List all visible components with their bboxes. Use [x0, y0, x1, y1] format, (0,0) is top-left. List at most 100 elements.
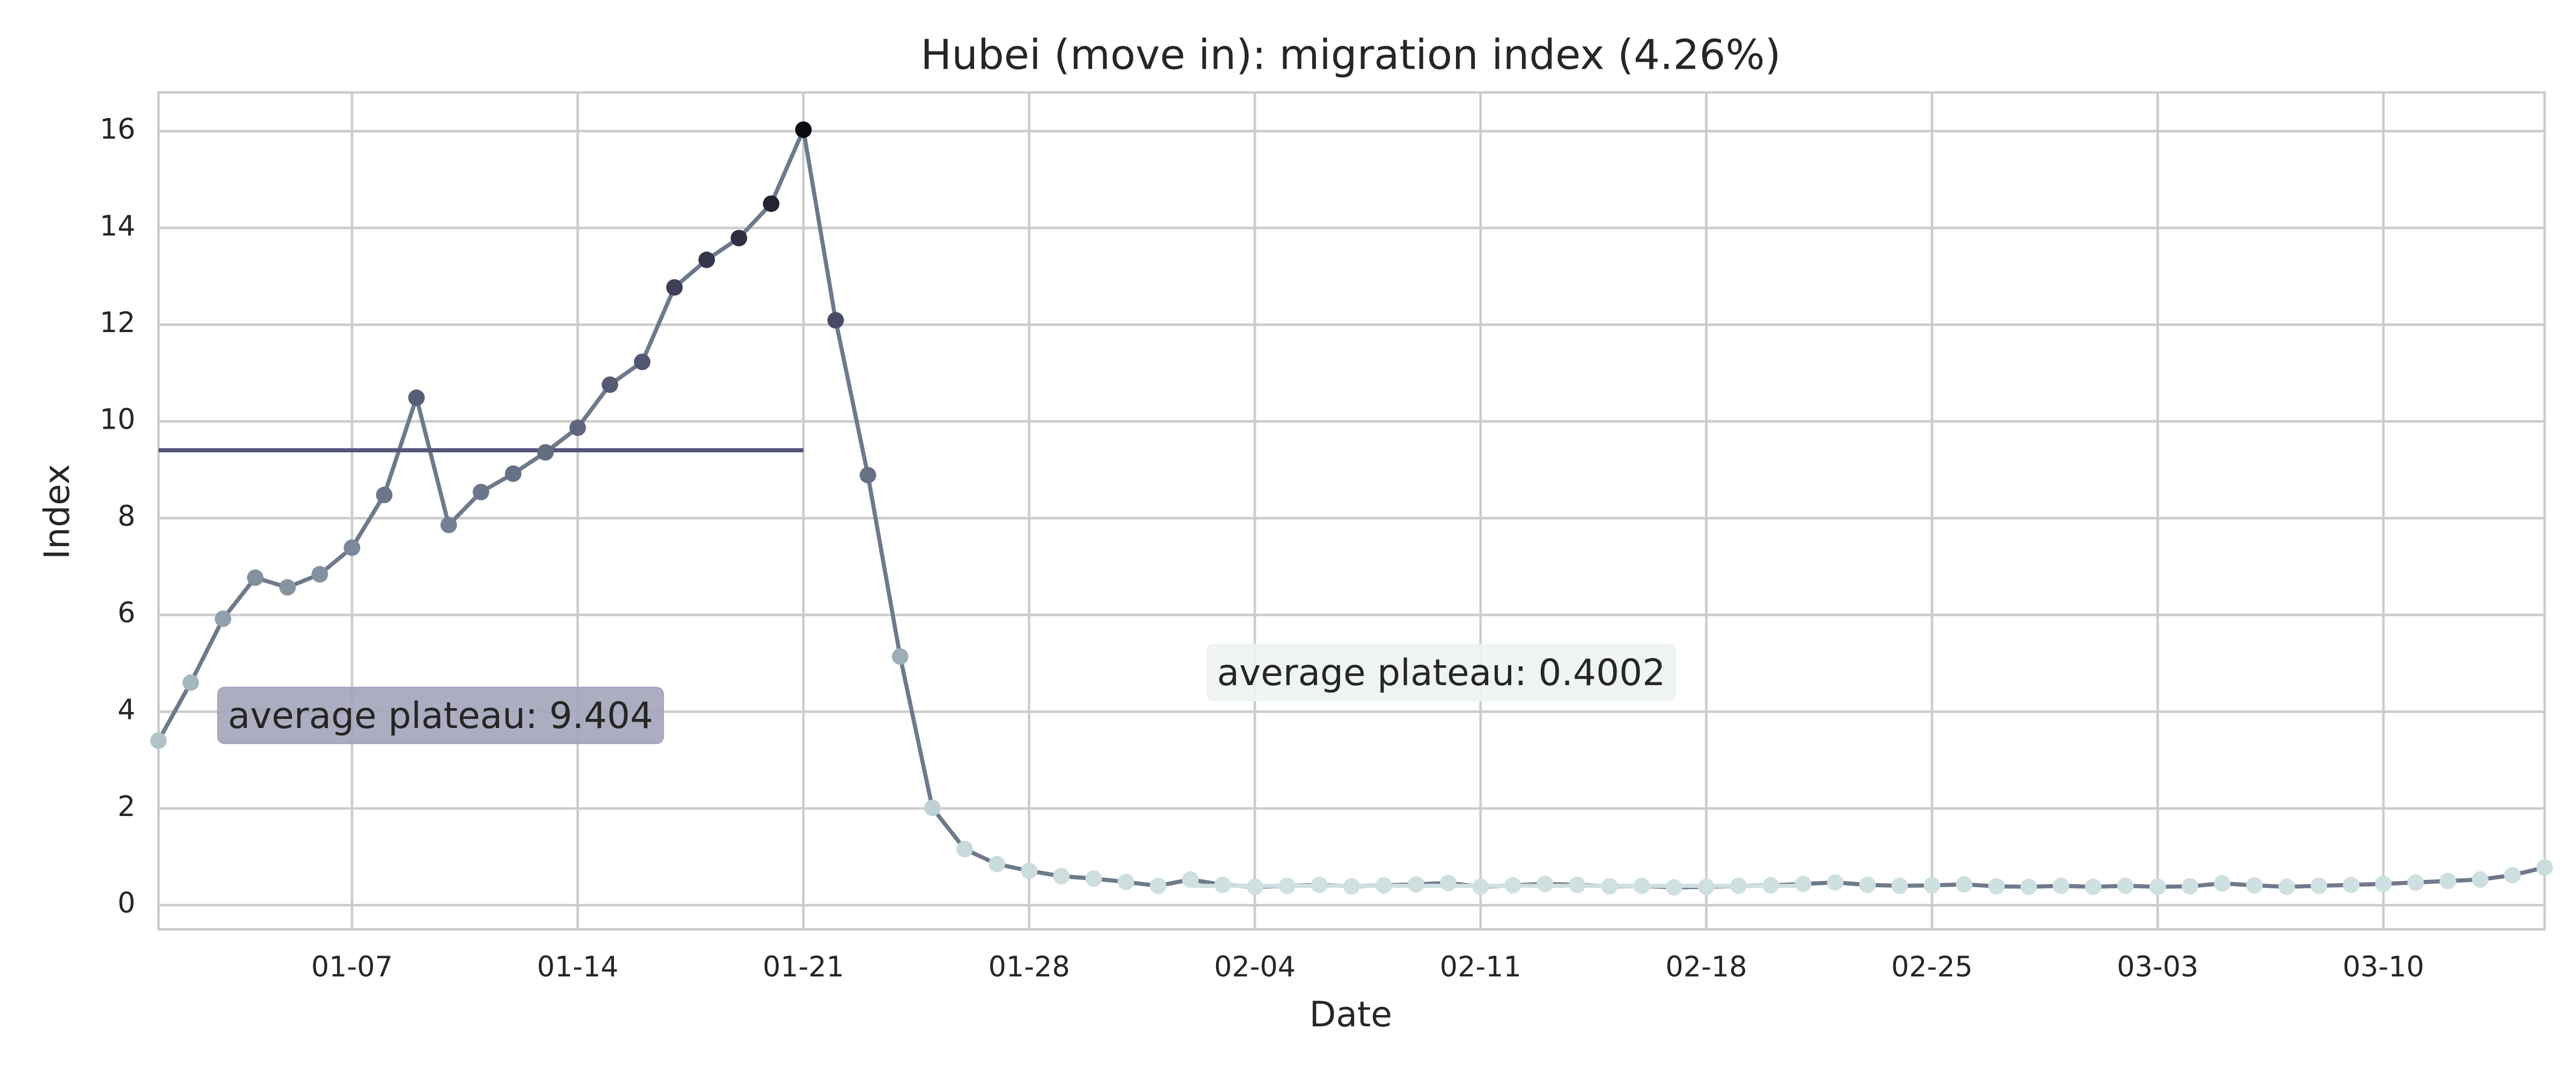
data-point: [2504, 866, 2521, 884]
annotation: average plateau: 9.404: [217, 687, 664, 744]
data-point: [1665, 879, 1682, 896]
data-point: [2278, 878, 2295, 895]
y-tick-label: 6: [118, 597, 135, 629]
data-point: [1182, 871, 1199, 888]
annotation: average plateau: 0.4002: [1206, 644, 1677, 701]
data-point: [1536, 876, 1554, 892]
data-point: [1214, 876, 1231, 893]
y-tick-label: 0: [118, 887, 135, 920]
data-point: [279, 579, 296, 596]
data-point: [1472, 878, 1489, 895]
data-point: [859, 467, 876, 483]
y-tick-label: 14: [100, 210, 136, 242]
data-point: [2149, 878, 2166, 895]
x-axis-label: Date: [1309, 995, 1392, 1035]
data-point: [698, 251, 715, 268]
x-tick-label: 02-11: [1440, 951, 1521, 983]
x-tick-label: 01-14: [537, 951, 618, 983]
data-point: [537, 444, 554, 461]
data-point: [1730, 877, 1747, 894]
data-point: [924, 799, 941, 817]
data-point: [634, 354, 651, 370]
data-point: [2536, 859, 2553, 876]
data-point: [376, 487, 393, 503]
data-point: [1440, 874, 1457, 892]
data-point: [1956, 876, 1973, 893]
data-point: [343, 539, 361, 556]
data-point: [956, 841, 973, 858]
x-tick-label: 02-25: [1891, 951, 1973, 983]
y-tick-label: 2: [118, 790, 135, 823]
data-point: [1311, 876, 1328, 893]
data-point: [504, 465, 522, 482]
data-point: [2084, 878, 2102, 895]
data-point: [215, 611, 231, 627]
data-point: [1891, 877, 1908, 894]
data-point: [1375, 877, 1392, 894]
data-point: [1601, 878, 1618, 895]
data-point: [1085, 870, 1102, 887]
data-line: [157, 122, 2545, 890]
annotation-text: average plateau: 0.4002: [1217, 651, 1666, 694]
y-tick-label: 16: [100, 113, 136, 145]
data-point: [2310, 877, 2328, 894]
data-point: [2117, 877, 2134, 894]
data-point: [2020, 878, 2037, 895]
data-point: [602, 376, 618, 393]
data-point: [1278, 877, 1296, 894]
x-tick-label: 01-21: [763, 951, 844, 983]
data-point: [1408, 876, 1425, 893]
x-tick-label: 01-28: [989, 951, 1070, 983]
data-point: [569, 419, 586, 436]
y-tick-label: 10: [100, 403, 136, 436]
annotation-box: [1206, 644, 1677, 701]
data-point: [795, 121, 812, 138]
data-point: [1343, 878, 1360, 895]
data-point: [1246, 878, 1263, 895]
data-point: [2439, 872, 2456, 890]
data-point: [182, 674, 199, 691]
data-point: [891, 648, 909, 665]
x-tick-label: 01-07: [311, 951, 393, 983]
data-point: [1504, 877, 1521, 894]
data-point: [2375, 876, 2392, 892]
data-point: [1117, 873, 1135, 891]
data-point: [1859, 876, 1876, 893]
chart-title: Hubei (move in): migration index (4.26%): [920, 32, 1781, 79]
data-point: [1988, 878, 2005, 895]
data-point: [1021, 862, 1038, 879]
x-tick-label: 02-18: [1665, 951, 1747, 983]
data-point: [1697, 878, 1715, 895]
data-point: [1150, 877, 1167, 894]
data-point: [247, 569, 264, 586]
data-point: [2214, 875, 2231, 892]
data-point: [2052, 877, 2069, 894]
data-point: [1795, 876, 1812, 892]
data-point: [150, 732, 167, 749]
data-point: [2246, 877, 2263, 894]
data-point: [1633, 877, 1650, 894]
data-point: [2407, 874, 2424, 891]
data-point: [666, 279, 683, 296]
data-point: [1827, 874, 1844, 891]
data-point: [440, 517, 457, 533]
x-tick-label: 03-03: [2117, 951, 2199, 983]
y-axis-label: Index: [37, 464, 77, 560]
y-tick-label: 12: [100, 306, 136, 339]
data-point: [1569, 876, 1586, 893]
data-point: [1053, 868, 1070, 885]
x-tick-label: 02-04: [1214, 951, 1296, 983]
data-point: [311, 566, 328, 583]
data-point: [730, 230, 748, 247]
data-point: [1923, 877, 1941, 894]
data-point: [989, 856, 1005, 872]
plot-frame: [157, 91, 2546, 931]
data-point: [827, 312, 844, 329]
x-tick-label: 03-10: [2343, 951, 2424, 983]
data-point: [763, 195, 780, 212]
data-point: [2182, 878, 2199, 895]
annotation-box: [217, 687, 664, 744]
y-tick-label: 8: [118, 500, 135, 533]
